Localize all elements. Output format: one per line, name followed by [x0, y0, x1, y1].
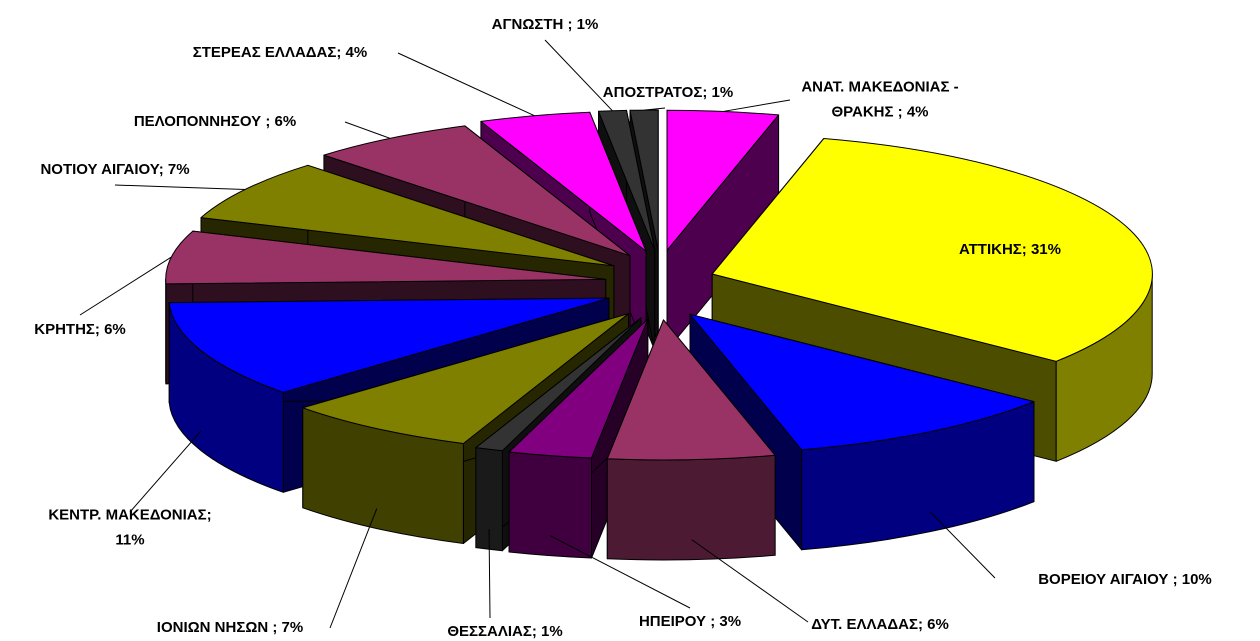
leader-line — [329, 508, 378, 629]
slice — [323, 125, 631, 257]
data-label: ΘΕΣΣΑΛΙΑΣ; 1% — [447, 623, 562, 640]
data-label: ΒΟΡΕΙΟΥ ΑΙΓΑΙΟΥ ; 10% — [1038, 571, 1212, 588]
slice-wall — [606, 454, 776, 561]
slice — [606, 319, 776, 461]
leader-line — [344, 121, 391, 139]
slice-wall — [508, 451, 592, 559]
leader-line — [644, 107, 666, 111]
leader-line — [723, 99, 791, 112]
leader-line — [549, 535, 691, 609]
leader-line — [397, 52, 535, 117]
leader-line — [488, 529, 491, 619]
slice — [689, 313, 1035, 451]
leader-line — [79, 256, 172, 316]
slice — [666, 109, 780, 251]
leader-line — [544, 39, 613, 112]
data-label: ΗΠΕΙΡΟΥ ; 3% — [639, 613, 741, 630]
slice — [302, 313, 629, 444]
slice — [475, 317, 642, 452]
leader-line — [691, 539, 809, 623]
data-label: ΚΡΗΤΗΣ; 6% — [34, 321, 126, 338]
slice — [508, 318, 649, 459]
data-label: ΑΓΝΩΣΤΗ ; 1% — [492, 16, 599, 33]
data-label: ΣΤΕΡΕΑΣ ΕΛΛΑΔΑΣ; 4% — [193, 44, 368, 61]
slice — [168, 297, 610, 393]
leader-line — [114, 184, 246, 191]
slice — [711, 138, 1153, 362]
data-label: ΑΝΑΤ. ΜΑΚΕΔΟΝΙΑΣ - — [801, 78, 958, 95]
data-label: ΑΤΤΙΚΗΣ; 31% — [959, 241, 1061, 258]
leader-line — [129, 430, 202, 513]
data-label: 11% — [115, 531, 144, 548]
data-label: ΑΠΟΣΤΡΑΤΟΣ; 1% — [603, 84, 733, 101]
data-label: ΘΡΑΚΗΣ ; 4% — [831, 103, 928, 120]
slice — [480, 111, 647, 252]
leader-line — [929, 511, 996, 579]
data-label: ΔΥΤ. ΕΛΛΑΔΑΣ; 6% — [811, 616, 949, 633]
data-label: ΚΕΝΤΡ. ΜΑΚΕΔΟΝΙΑΣ; — [48, 506, 211, 523]
data-label: ΠΕΛΟΠΟΝΝΗΣΟΥ ; 6% — [134, 113, 296, 130]
slice — [629, 109, 659, 251]
data-label: ΝΟΤΙΟΥ ΑΙΓΑΙΟΥ; 7% — [40, 161, 189, 178]
data-label: ΙΟΝΙΩΝ ΝΗΣΩΝ ; 7% — [157, 619, 303, 636]
